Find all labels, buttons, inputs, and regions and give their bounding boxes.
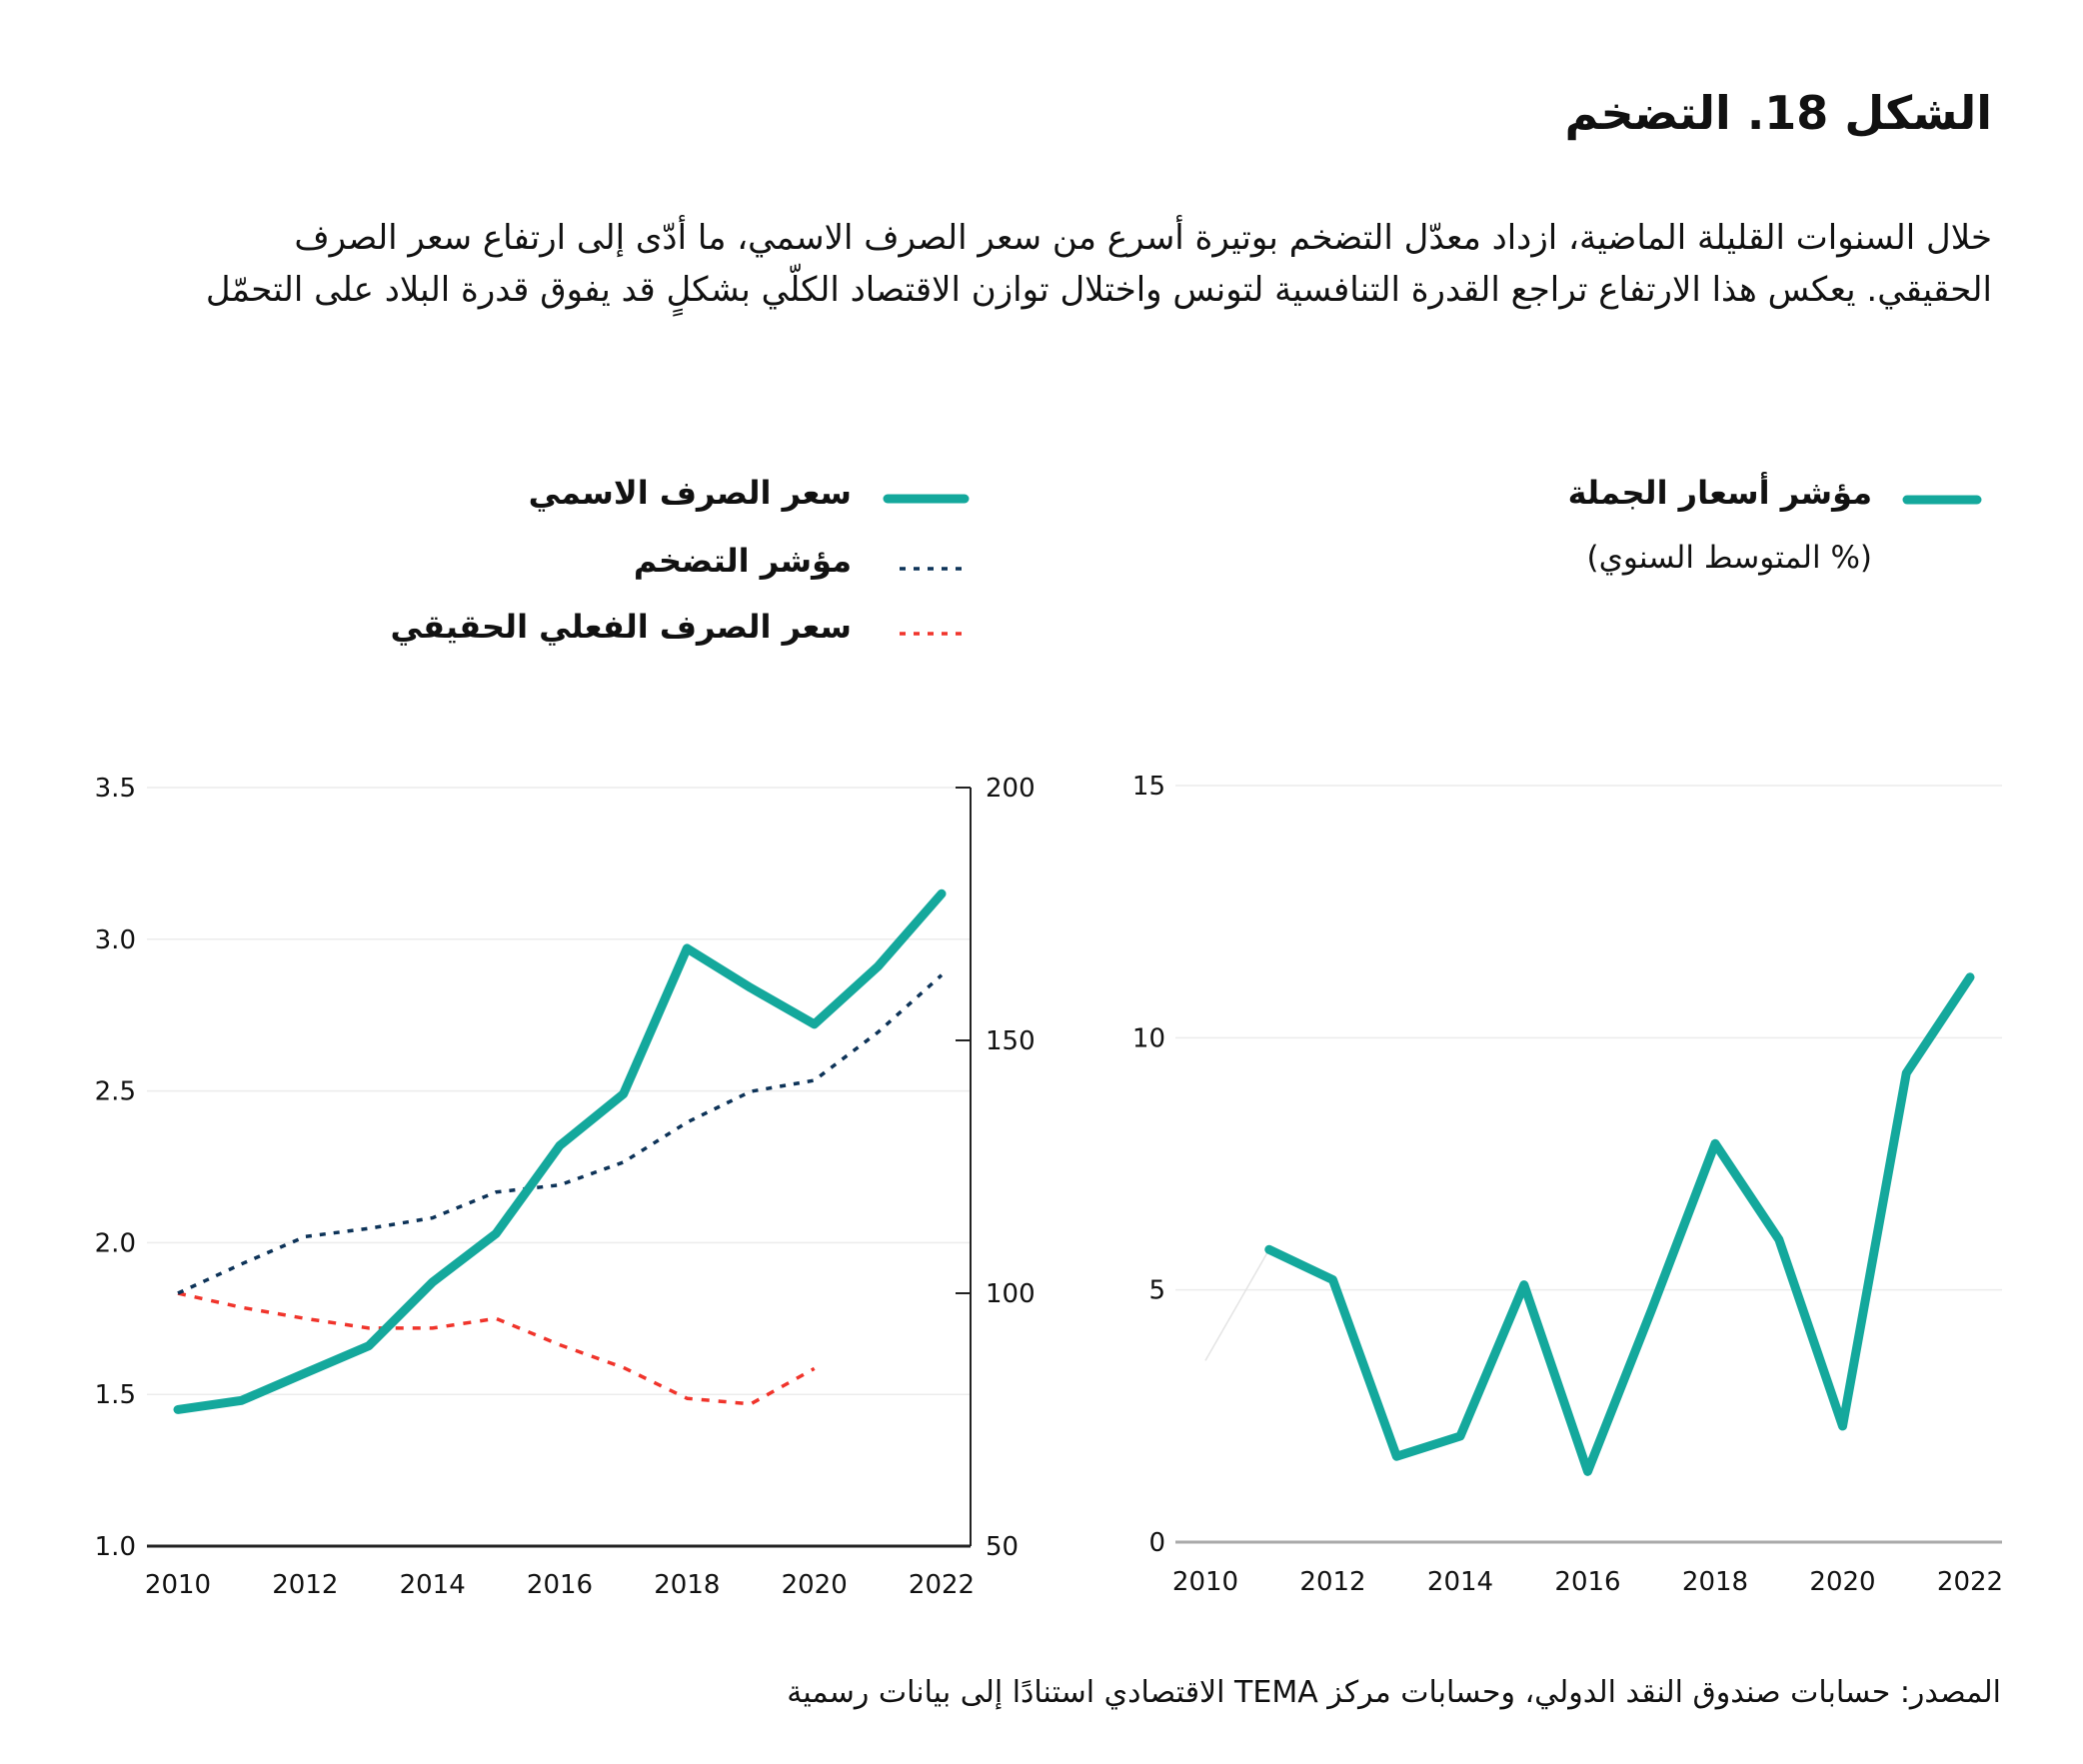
y-left-tick-label: 3.0 <box>95 925 136 955</box>
y-left-tick-label: 1.0 <box>95 1532 136 1562</box>
y-tick-label: 10 <box>1132 1023 1165 1053</box>
y-tick-label: 0 <box>1148 1528 1165 1558</box>
legend-label-wpi: مؤشر أسعار الجملة <box>1567 474 1872 512</box>
y-left-tick-label: 1.5 <box>95 1380 136 1410</box>
y-right-tick-label: 150 <box>986 1026 1036 1056</box>
legend-label-reer: سعر الصرف الفعلي الحقيقي <box>390 608 852 646</box>
source-note: المصدر: حسابات صندوق النقد الدولي، وحساب… <box>787 1675 2001 1710</box>
series-line-wholesale-price-index <box>1264 972 1975 1476</box>
x-tick-label: 2020 <box>782 1570 848 1600</box>
chart-description: خلال السنوات القليلة الماضية، ازداد معدّ… <box>205 218 1992 310</box>
x-tick-label: 2012 <box>272 1570 338 1600</box>
x-tick-label: 2010 <box>1172 1567 1238 1597</box>
y-left-tick-label: 2.0 <box>95 1228 136 1258</box>
legend-label-nominal: سعر الصرف الاسمي <box>528 474 852 512</box>
y-tick-label: 5 <box>1148 1276 1165 1306</box>
x-tick-label: 2022 <box>1937 1567 2003 1597</box>
x-tick-label: 2014 <box>1427 1567 1493 1597</box>
x-tick-label: 2014 <box>400 1570 466 1600</box>
y-left-tick-label: 2.5 <box>95 1077 136 1107</box>
series-line-real-effective-exchange-rate <box>177 1291 816 1406</box>
y-right-tick-label: 50 <box>986 1532 1019 1562</box>
series-line-faint-segment <box>1204 1248 1270 1361</box>
x-tick-label: 2016 <box>1554 1567 1620 1597</box>
left-chart: 1.0 1.5 2.0 2.5 3.0 3.5 50 100 150 200 2010 2012 201… <box>95 774 1036 1600</box>
x-tick-label: 2012 <box>1299 1567 1365 1597</box>
x-tick-label: 2022 <box>909 1570 975 1600</box>
x-tick-label: 2010 <box>145 1570 211 1600</box>
series-line-nominal-exchange-rate <box>173 888 947 1414</box>
series-line-inflation-index <box>177 973 944 1295</box>
y-right-tick-label: 200 <box>986 774 1036 804</box>
x-tick-label: 2018 <box>1682 1567 1748 1597</box>
x-tick-label: 2018 <box>654 1570 720 1600</box>
x-tick-label: 2016 <box>527 1570 593 1600</box>
y-left-tick-label: 3.5 <box>95 774 136 804</box>
y-tick-label: 15 <box>1132 772 1165 802</box>
chart-title: الشكل 18. التضخم <box>1564 86 1992 140</box>
right-chart: 0 5 10 15 2010 2012 2014 2016 2018 2020 2022 <box>1132 772 2003 1597</box>
legend-label-inflation: مؤشر التضخم <box>633 542 852 580</box>
x-tick-label: 2020 <box>1809 1567 1875 1597</box>
y-right-tick-label: 100 <box>986 1279 1036 1309</box>
chart-subtitle: (% المتوسط السنوي) <box>1586 540 1872 576</box>
